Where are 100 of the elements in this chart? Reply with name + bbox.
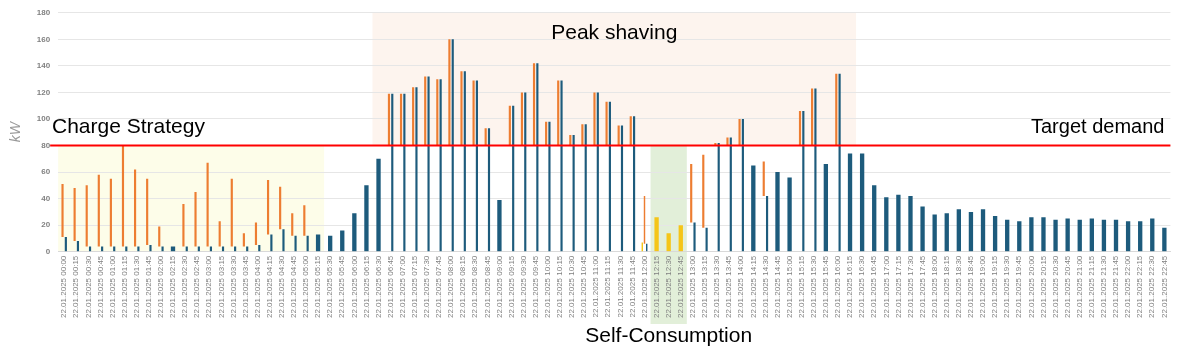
bar	[197, 246, 200, 252]
bar	[823, 164, 829, 252]
bar	[460, 71, 463, 146]
x-tick-label: 22.01.2025 08:15	[458, 255, 468, 318]
x-tick-label: 22.01.2025 00:15	[71, 255, 81, 318]
bar	[1017, 221, 1022, 252]
x-tick-label: 22.01.2025 22:45	[1159, 255, 1169, 318]
bar	[121, 145, 125, 247]
bar	[838, 73, 841, 252]
x-tick-label: 22.01.2025 14:45	[772, 255, 782, 318]
x-tick-label: 22.01.2025 10:00	[542, 255, 552, 318]
bar	[484, 128, 487, 146]
x-tick-label: 22.01.2025 02:15	[168, 255, 178, 318]
x-tick-label: 22.01.2025 00:45	[95, 255, 105, 318]
x-tick-label: 22.01.2025 04:30	[277, 255, 287, 318]
bar	[557, 80, 560, 146]
bar	[254, 222, 258, 246]
x-tick-label: 22.01.2025 15:15	[796, 255, 806, 318]
y-tick-label: 140	[36, 61, 51, 71]
bar	[170, 246, 176, 252]
bar	[328, 235, 333, 252]
x-tick-label: 22.01.2025 08:30	[470, 255, 480, 318]
bar	[270, 234, 273, 252]
bar	[608, 101, 611, 252]
x-tick-label: 22.01.2025 13:45	[724, 255, 734, 318]
bar	[633, 116, 636, 252]
x-tick-label: 22.01.2025 15:30	[808, 255, 818, 318]
bar	[980, 209, 986, 252]
bar	[412, 87, 415, 146]
x-tick-label: 22.01.2025 17:15	[893, 255, 903, 318]
x-tick-label: 22.01.2025 06:00	[349, 255, 359, 318]
bar	[690, 164, 693, 223]
x-tick-label: 22.01.2025 02:00	[156, 255, 166, 318]
y-tick-label: 80	[41, 140, 51, 150]
bar	[101, 246, 104, 252]
x-tick-label: 22.01.2025 05:30	[325, 255, 335, 318]
bar	[572, 134, 575, 252]
x-tick-label: 22.01.2025 09:00	[494, 255, 504, 318]
bar	[596, 92, 599, 252]
bar	[64, 237, 67, 252]
bar	[802, 111, 805, 252]
x-tick-label: 22.01.2025 22:30	[1147, 255, 1157, 318]
x-tick-label: 22.01.2025 10:30	[567, 255, 577, 318]
x-tick-label: 22.01.2025 15:45	[821, 255, 831, 318]
x-tick-label: 22.01.2025 06:45	[385, 255, 395, 318]
bar	[560, 80, 563, 252]
x-tick-label: 22.01.2025 04:15	[264, 255, 274, 318]
bar	[125, 246, 128, 252]
x-tick-label: 22.01.2025 11:15	[603, 255, 613, 318]
bar	[548, 121, 551, 252]
bar	[520, 92, 524, 146]
bar	[532, 63, 536, 146]
x-tick-label: 22.01.2025 09:30	[518, 255, 528, 318]
x-tick-label: 22.01.2025 16:00	[833, 255, 843, 318]
bar	[584, 124, 587, 252]
y-tick-label: 120	[36, 87, 51, 97]
x-tick-label: 22.01.2025 01:15	[119, 255, 129, 318]
x-tick-label: 22.01.2025 11:45	[627, 255, 637, 318]
bar	[762, 161, 765, 196]
bar	[85, 185, 88, 247]
x-tick-label: 22.01.2025 04:45	[289, 255, 299, 318]
bar	[133, 169, 137, 247]
bar	[896, 194, 901, 252]
bar	[1125, 221, 1131, 252]
bar	[729, 137, 732, 252]
bar	[448, 39, 451, 146]
bar	[185, 246, 188, 252]
x-tick-label: 22.01.2025 01:30	[131, 255, 141, 318]
bar	[206, 162, 209, 247]
bar	[109, 178, 112, 247]
bar	[968, 211, 974, 252]
x-tick-label: 22.01.2025 00:00	[59, 255, 69, 318]
bar	[620, 125, 624, 252]
bar	[242, 233, 245, 247]
bar	[512, 105, 515, 252]
x-tick-label: 22.01.2025 12:30	[663, 255, 673, 318]
band-label: Self-Consumption	[585, 323, 753, 347]
x-tick-label: 22.01.2025 08:45	[482, 255, 492, 318]
bar	[137, 246, 140, 252]
bar	[859, 153, 865, 252]
x-tick-label: 22.01.2025 02:45	[192, 255, 202, 318]
bar	[427, 76, 430, 252]
bar	[194, 191, 197, 247]
x-tick-label: 22.01.2025 11:30	[615, 255, 625, 318]
x-tick-label: 22.01.2025 07:45	[434, 255, 444, 318]
bar	[524, 92, 527, 252]
x-tick-label: 22.01.2025 09:45	[530, 255, 540, 318]
x-tick-label: 22.01.2025 14:15	[748, 255, 758, 318]
bar	[279, 186, 282, 230]
bar	[439, 79, 442, 252]
x-tick-label: 22.01.2025 16:15	[845, 255, 855, 318]
bar	[315, 234, 321, 252]
bar	[61, 184, 64, 238]
bar	[451, 39, 454, 252]
bar	[97, 174, 100, 247]
bar	[872, 185, 877, 252]
x-tick-label: 22.01.2025 19:45	[1014, 255, 1024, 318]
bar	[282, 229, 285, 252]
bar	[1162, 227, 1167, 252]
x-tick-label: 22.01.2025 21:00	[1074, 255, 1084, 318]
